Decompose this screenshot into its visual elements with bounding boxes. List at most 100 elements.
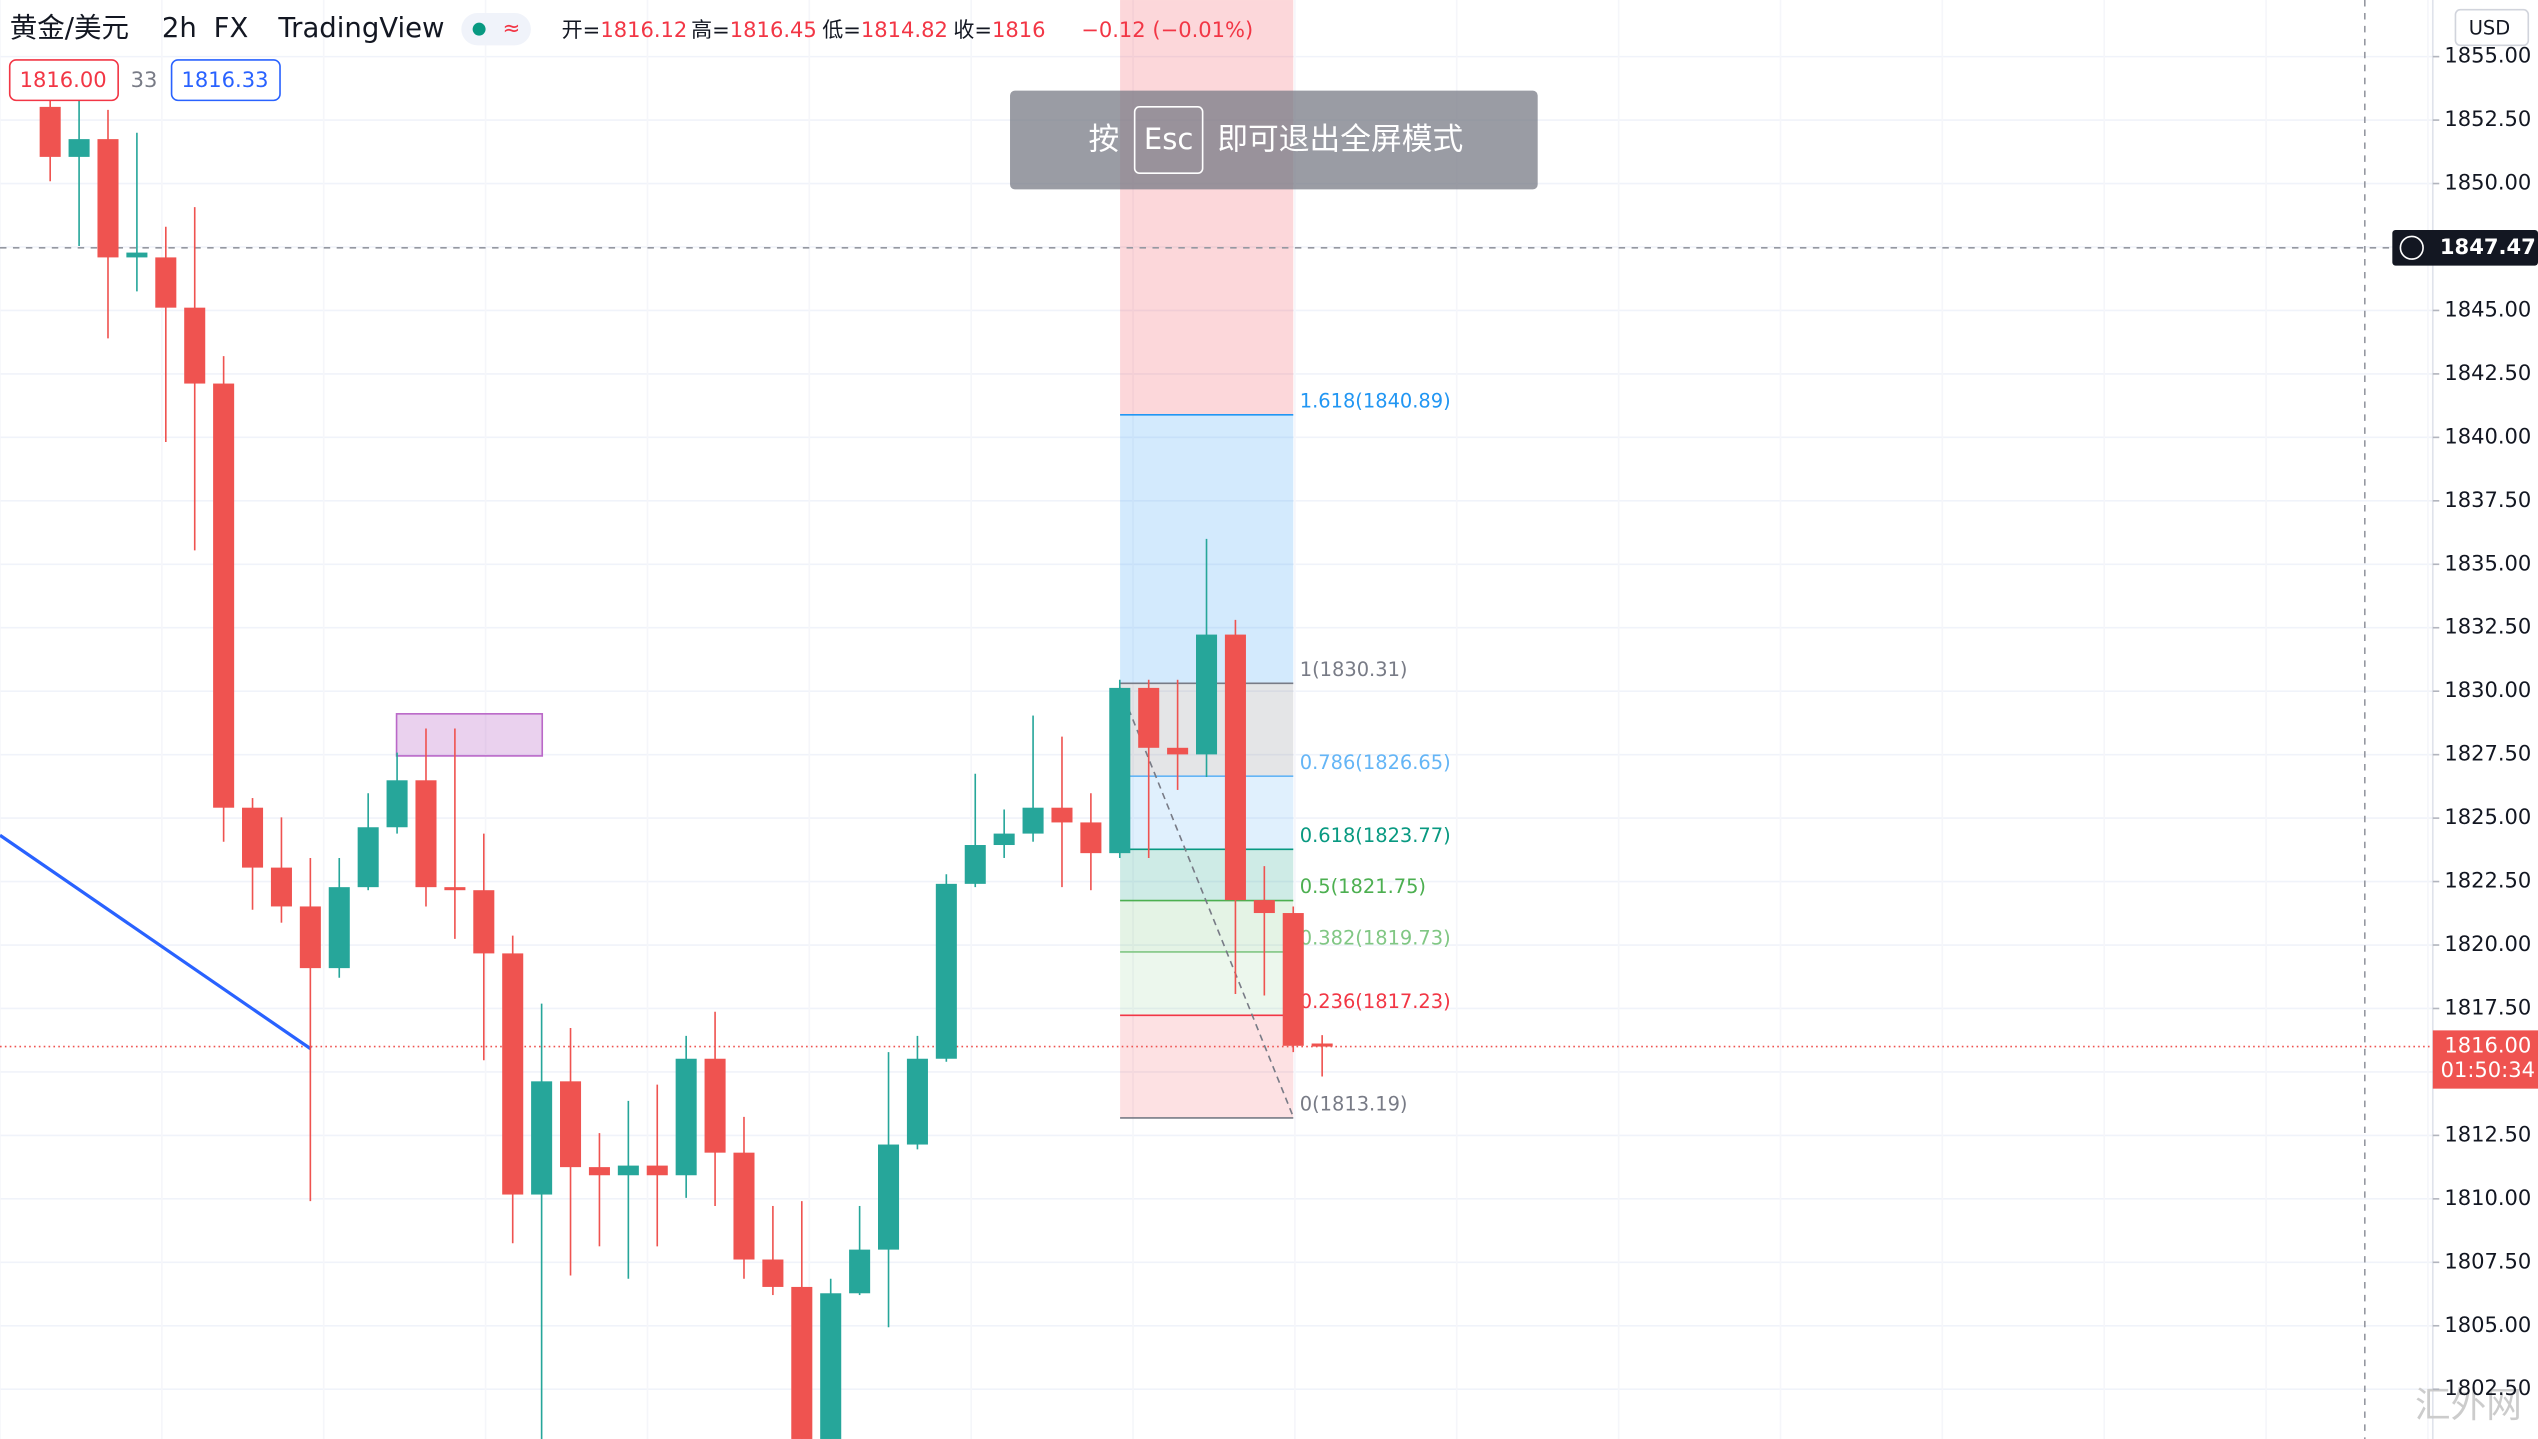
y-tick-label: 1840.00 [2444,423,2531,448]
interval: 2h [162,12,197,44]
y-tick-label: 1830.00 [2444,677,2531,702]
fib-label: 0.786(1826.65) [1300,751,1451,774]
last-price-tag [2432,1030,2538,1089]
y-tick-label: 1832.50 [2444,614,2531,639]
candle-body [1253,900,1275,914]
ohlc-label: 收= [953,17,992,42]
y-tick-label: 1827.50 [2444,741,2531,766]
status-dot [472,22,486,36]
ohlc-item: 高=1816.45 [691,17,817,42]
fib-trend [1119,687,1295,1118]
y-tick-label: 1835.00 [2444,550,2531,575]
fib-label: 0(1813.19) [1300,1092,1408,1115]
fib-label: 1(1830.31) [1300,658,1408,681]
last-price-label: 1816.00 [2444,1033,2531,1058]
y-tick-label: 1850.00 [2444,170,2531,195]
candle-body [386,780,408,828]
candle-body [1080,822,1102,854]
candle-body [1051,807,1073,823]
candle-body [762,1259,784,1287]
candle-body [97,139,119,258]
exchange: FX [214,12,249,44]
y-tick-label: 1820.00 [2444,931,2531,956]
candle-body [1282,913,1304,1046]
y-tick-label: 1805.00 [2444,1312,2531,1337]
y-tick-label: 1802.50 [2444,1375,2531,1400]
candle-body [1311,1043,1333,1047]
y-tick-label: 1817.50 [2444,994,2531,1019]
status-pill [461,12,531,46]
y-tick-label: 1855.00 [2444,43,2531,68]
candle-body [473,890,495,954]
fib-zone [1120,776,1294,850]
fib-label: 1.618(1840.89) [1300,389,1451,412]
change: −0.12 (−0.01%) [1081,17,1253,42]
fib-top-zone [1120,0,1294,415]
candle-body [560,1081,582,1168]
notice-key: Esc [1144,122,1194,156]
candle-body [906,1058,928,1145]
candle-body [935,883,957,1059]
y-tick-label: 1845.00 [2444,296,2531,321]
ohlc-label: 高= [691,17,730,42]
candle-body [357,827,379,888]
candle-body [1224,634,1246,901]
candle-body [617,1165,639,1176]
y-tick-label: 1810.00 [2444,1185,2531,1210]
candle-body [849,1249,871,1294]
candle-body [68,139,90,157]
ohlc-item: 开=1816.12 [562,17,688,42]
rectangle-drawing [395,713,544,757]
background-layer [0,0,2433,1391]
ohlc-value: 1814.82 [861,17,948,42]
candle-body [646,1165,668,1176]
fib-zone [1120,1015,1294,1118]
currency[interactable]: USD [2469,17,2510,40]
ohlc-value: 1816.45 [730,17,817,42]
candle-body [531,1081,553,1195]
crosshair-tag [2392,229,2538,266]
price-axis [2432,0,2538,1439]
candle-body [791,1286,813,1439]
buy-box[interactable] [170,59,281,102]
ohlc-item: 收=1816 [953,17,1045,42]
candle-body [184,307,206,384]
currency-button[interactable] [2454,8,2530,47]
ohlc-item: 低=1814.82 [822,17,948,42]
buy-price[interactable]: 1816.33 [181,67,268,92]
candle-body [328,887,350,969]
y-tick-label: 1812.50 [2444,1121,2531,1146]
candle-body [415,780,437,888]
candle-body [242,807,264,868]
candle-body [213,383,235,808]
candle-body [820,1293,842,1439]
candle-body [444,887,466,891]
candle-body [1022,807,1044,834]
fib-label: 0.236(1817.23) [1300,990,1451,1013]
notice-before: 按 [1089,121,1120,157]
fib-label: 0.382(1819.73) [1300,926,1451,949]
candle-body [588,1167,610,1176]
sell-box[interactable] [8,59,119,102]
fib-zone [1120,849,1294,901]
candle-body [1109,687,1131,854]
candle-body [502,953,524,1195]
add-icon [2399,235,2424,260]
fib-label: 0.618(1823.77) [1300,824,1451,847]
spread: 33 [131,67,158,92]
fullscreen-notice [1010,90,1538,190]
candle-body [1138,687,1160,748]
candle-body [1167,747,1189,755]
y-tick-label: 1822.50 [2444,868,2531,893]
symbol: 黄金/美元 [10,12,129,44]
candle-body [299,906,321,969]
candle-body [964,845,986,884]
y-tick-label: 1852.50 [2444,106,2531,131]
y-tick-label: 1825.00 [2444,804,2531,829]
watermark: 汇外网 [2415,1385,2522,1426]
sell-price[interactable]: 1816.00 [20,67,107,92]
candle-body [733,1152,755,1260]
candle-body [270,867,292,907]
